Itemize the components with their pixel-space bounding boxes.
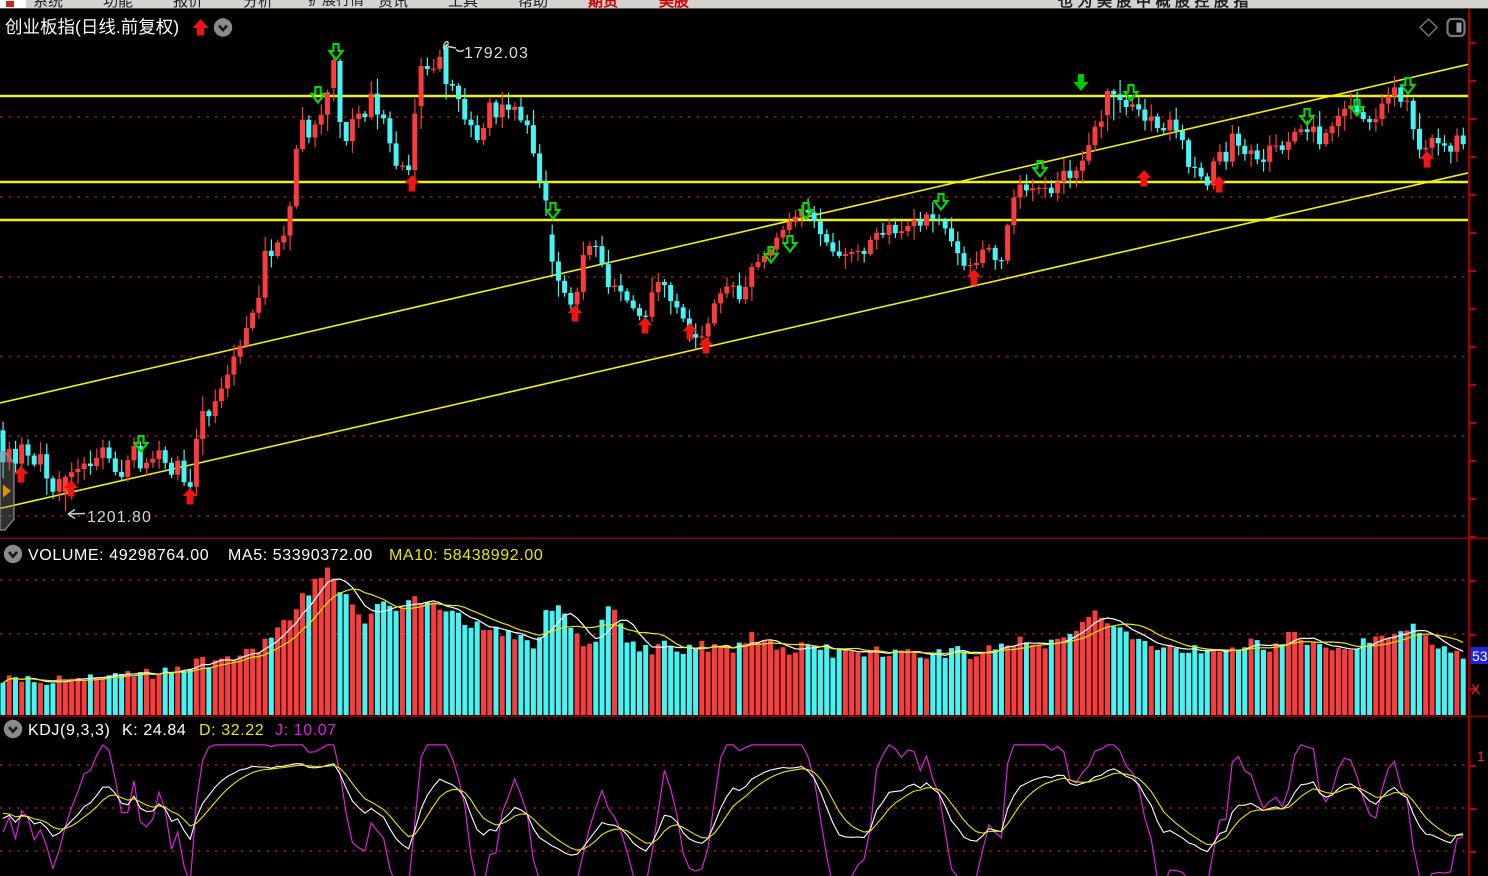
svg-text:KDJ(9,3,3)K: 24.84D: 32.22J: 1: KDJ(9,3,3) K: 24.84 D: 32.22 J: 10.07 (28, 722, 337, 739)
svg-text:1201.80: 1201.80 (87, 509, 152, 526)
svg-text:创业板指(日线.前复权): 创业板指(日线.前复权) (5, 17, 179, 37)
svg-text:1: 1 (1477, 748, 1485, 764)
svg-text:53: 53 (1472, 648, 1488, 664)
svg-text:X: X (1471, 681, 1481, 697)
svg-text:1792.03: 1792.03 (464, 45, 529, 62)
